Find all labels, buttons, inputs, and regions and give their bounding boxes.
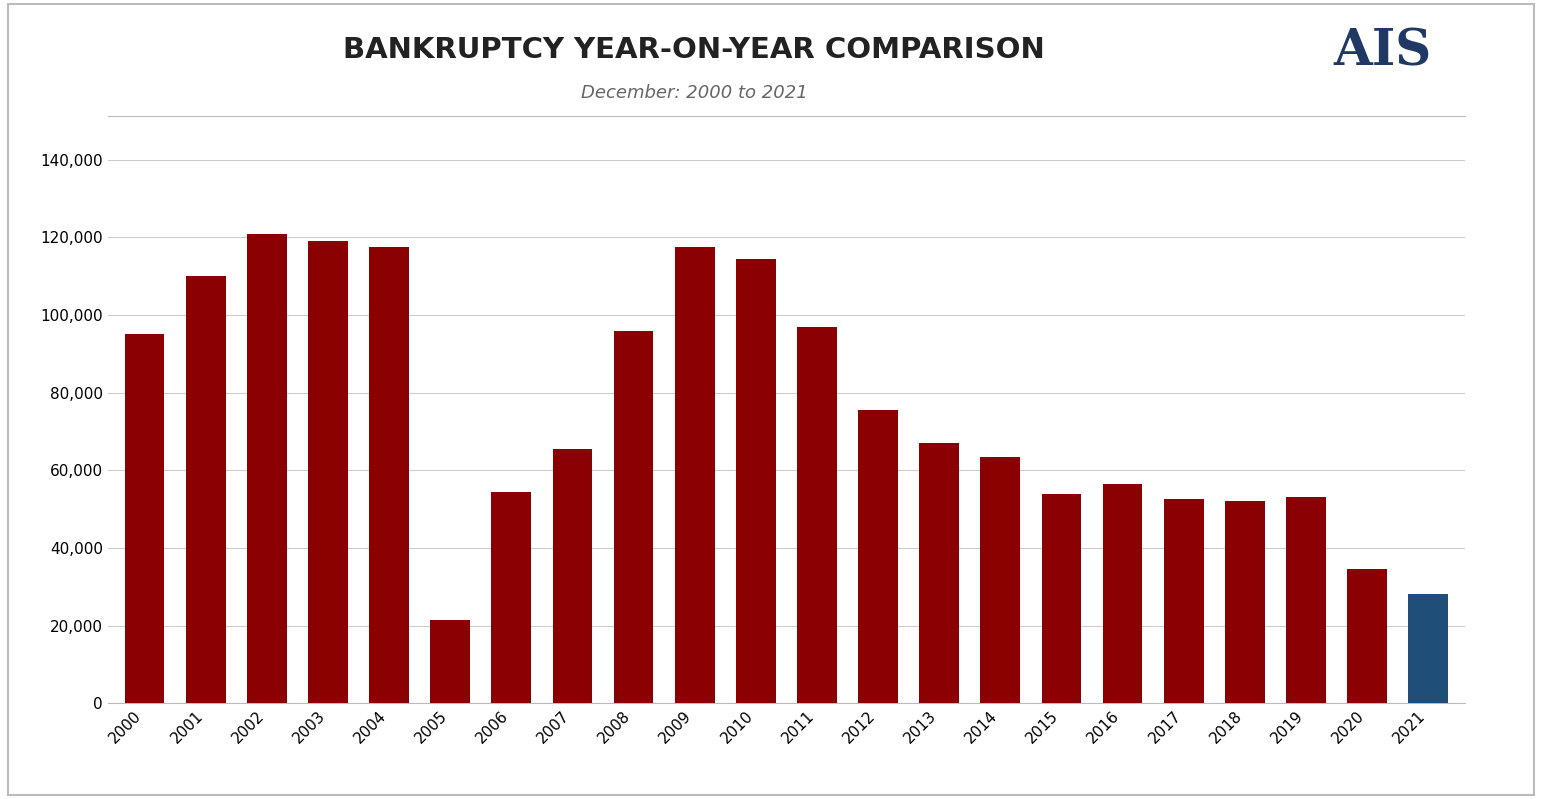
Bar — [797, 327, 837, 703]
Bar — [308, 241, 348, 703]
Bar — [1348, 569, 1386, 703]
Text: December: 2000 to 2021: December: 2000 to 2021 — [580, 84, 808, 102]
Bar — [1103, 484, 1143, 703]
Bar — [1224, 501, 1264, 703]
Bar — [1408, 594, 1448, 703]
Bar — [919, 443, 959, 703]
Bar — [552, 449, 592, 703]
Bar — [430, 620, 470, 703]
Bar — [369, 247, 409, 703]
Bar — [675, 247, 714, 703]
Bar — [614, 331, 654, 703]
Bar — [1041, 494, 1081, 703]
Bar — [1286, 498, 1326, 703]
Bar — [492, 491, 532, 703]
Bar — [187, 276, 225, 703]
Bar — [981, 457, 1021, 703]
Text: BANKRUPTCY YEAR-ON-YEAR COMPARISON: BANKRUPTCY YEAR-ON-YEAR COMPARISON — [342, 36, 1045, 64]
Bar — [859, 410, 897, 703]
Bar — [247, 233, 287, 703]
Bar — [736, 259, 776, 703]
Text: AIS: AIS — [1334, 28, 1433, 77]
Bar — [125, 335, 165, 703]
Bar — [1164, 499, 1204, 703]
